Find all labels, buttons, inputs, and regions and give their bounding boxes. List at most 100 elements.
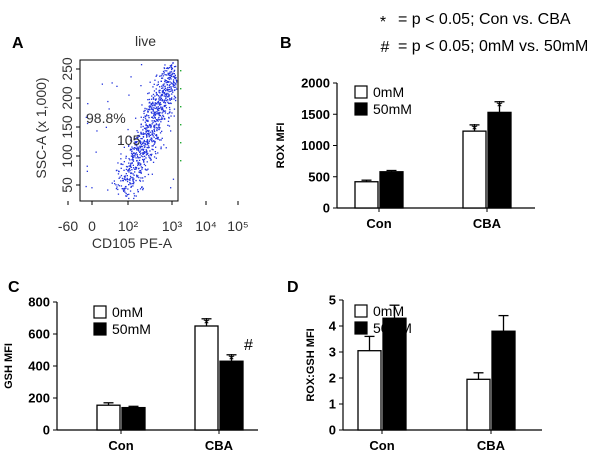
flow-event-dot <box>140 85 142 87</box>
flow-event-dot <box>150 137 152 139</box>
flow-event-dot <box>116 186 118 188</box>
y-tick-label: 1500 <box>301 107 330 122</box>
flow-event-dot <box>148 154 150 157</box>
flow-event-dot <box>125 157 127 159</box>
flow-event-dot <box>141 168 143 170</box>
flow-event-dot <box>170 90 172 92</box>
flow-event-dot <box>148 92 150 94</box>
y-tick-label: 2 <box>329 371 336 386</box>
flow-event-dot <box>140 137 142 140</box>
flow-event-dot <box>143 152 146 154</box>
flow-event-dot <box>148 117 150 119</box>
flow-event-dot <box>137 148 139 150</box>
flow-event-dot <box>154 103 156 105</box>
flow-event-dot <box>158 109 160 112</box>
flow-event-dot <box>135 195 137 197</box>
flow-event-dot <box>167 113 169 115</box>
flow-event-dot <box>169 98 171 100</box>
flow-event-dot <box>126 194 129 196</box>
flow-event-dot <box>129 136 131 138</box>
flow-event-dot <box>157 118 159 120</box>
flow-event-dot <box>141 166 144 169</box>
flow-event-dot <box>128 193 130 195</box>
significance-star: * <box>228 352 234 369</box>
flow-event-dot <box>146 144 148 146</box>
flow-event-dot <box>137 161 139 163</box>
flow-event-dot <box>156 119 158 121</box>
flow-event-dot <box>134 147 137 149</box>
x-tick-label: Con <box>369 438 394 453</box>
flow-event-dot <box>147 99 149 101</box>
flow-event-dot <box>160 121 162 123</box>
flow-event-dot <box>123 161 125 163</box>
flow-event-dot <box>118 177 120 179</box>
flow-event-dot <box>171 93 173 95</box>
flow-event-dot <box>132 185 134 187</box>
flow-event-dot <box>137 131 139 133</box>
flow-event-dot <box>134 171 136 173</box>
flow-event-dot <box>170 86 172 88</box>
flow-event-dot <box>130 185 132 188</box>
flow-event-dot <box>153 125 156 127</box>
flow-event-dot <box>142 125 144 128</box>
flow-event-dot <box>168 91 170 93</box>
flow-event-dot <box>118 185 121 187</box>
flow-event-dot <box>153 128 155 131</box>
flow-event-dot <box>151 133 154 136</box>
flow-event-dot <box>142 149 144 151</box>
flow-event-dot <box>130 139 132 141</box>
flow-event-dot <box>148 134 150 136</box>
legend-swatch <box>354 102 368 116</box>
flow-outlier-dot <box>180 124 182 126</box>
flow-event-dot <box>164 86 166 88</box>
flow-event-dot <box>140 133 142 135</box>
flow-event-dot <box>123 169 125 171</box>
flow-event-dot <box>151 116 153 118</box>
flow-event-dot <box>156 112 158 114</box>
flow-event-dot <box>165 97 167 99</box>
flow-event-dot <box>154 142 156 144</box>
flow-event-dot <box>166 70 168 72</box>
flow-event-dot <box>140 131 142 133</box>
flow-event-dot <box>173 86 175 88</box>
flow-event-dot <box>158 96 161 98</box>
bar <box>357 350 382 431</box>
flow-event-dot <box>144 155 146 157</box>
flow-event-dot <box>154 113 156 115</box>
flow-event-dot <box>144 143 146 145</box>
flow-event-dot <box>155 119 158 121</box>
flow-event-dot <box>151 153 153 155</box>
flow-event-dot <box>148 105 150 108</box>
flow-event-dot <box>146 161 148 163</box>
flow-event-dot <box>136 159 138 162</box>
significance-legend: * = p < 0.05; Con vs. CBA # = p < 0.05; … <box>380 11 588 56</box>
flow-x-tick-label: 10⁵ <box>227 218 248 234</box>
flow-event-dot <box>135 157 137 159</box>
flow-event-dot <box>152 86 154 88</box>
flow-event-dot <box>164 79 166 81</box>
flow-event-dot <box>152 101 154 103</box>
flow-event-dot <box>152 131 154 133</box>
flow-event-dot <box>151 141 153 143</box>
flow-dots <box>85 62 182 200</box>
flow-event-dot <box>167 120 170 122</box>
flow-event-dot <box>140 170 142 172</box>
flow-event-dot <box>162 111 164 113</box>
flow-event-dot <box>160 99 162 101</box>
flow-event-dot <box>170 74 172 77</box>
flow-event-dot <box>147 173 150 176</box>
flow-event-dot <box>151 173 153 175</box>
flow-event-dot <box>163 72 165 74</box>
flow-event-dot <box>117 162 119 164</box>
flow-event-dot <box>139 145 141 147</box>
flow-event-dot <box>142 189 144 191</box>
flow-event-dot <box>151 139 153 141</box>
flow-event-dot <box>135 168 137 170</box>
flow-event-dot <box>153 140 155 142</box>
bar <box>96 404 121 431</box>
flow-event-dot <box>138 171 140 173</box>
flow-event-dot <box>156 103 158 105</box>
flow-event-dot <box>165 107 168 109</box>
flow-event-dot <box>132 182 134 185</box>
flow-event-dot <box>140 116 142 118</box>
